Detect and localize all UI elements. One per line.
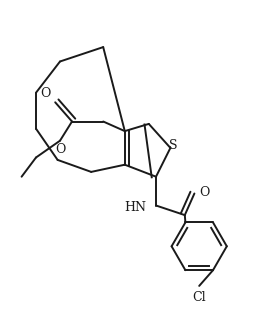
Text: O: O (199, 186, 210, 199)
Text: Cl: Cl (192, 291, 206, 304)
Text: O: O (55, 143, 65, 156)
Text: S: S (168, 139, 177, 152)
Text: O: O (40, 87, 50, 100)
Text: HN: HN (124, 201, 147, 215)
